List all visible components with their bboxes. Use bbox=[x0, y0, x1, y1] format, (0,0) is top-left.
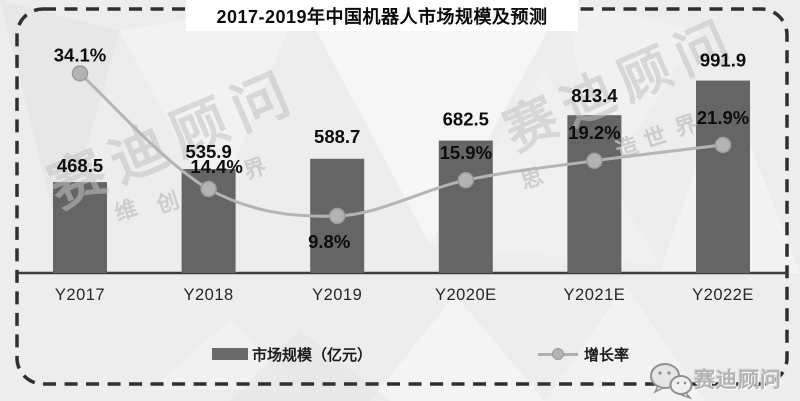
watermark-small-char: 思 bbox=[517, 163, 547, 194]
legend-item-market-size: 市场规模（亿元） bbox=[212, 344, 372, 364]
bar-Y2022E bbox=[696, 80, 750, 273]
footer-logo: 赛迪顾问 bbox=[648, 358, 782, 400]
watermark-small-char: 世 bbox=[640, 122, 670, 153]
growth-marker-Y2022E bbox=[714, 136, 732, 154]
line-legend-dot bbox=[552, 347, 564, 360]
line-legend-marker bbox=[538, 347, 578, 360]
growth-label-Y2017: 34.1% bbox=[54, 44, 106, 65]
bar-Y2018 bbox=[181, 169, 236, 273]
legend-label-market-size: 市场规模（亿元） bbox=[252, 346, 373, 364]
x-axis-label-Y2019: Y2019 bbox=[312, 286, 362, 304]
title-band: 2017-2019年中国机器人市场规模及预测 bbox=[186, 0, 578, 31]
watermark-small-char: 界 bbox=[671, 110, 701, 141]
bar-legend-swatch bbox=[212, 348, 248, 360]
growth-marker-Y2018 bbox=[200, 180, 217, 198]
growth-marker-Y2020E bbox=[457, 171, 475, 189]
legend-item-growth-rate: 增长率 bbox=[538, 344, 629, 364]
growth-label-Y2022E: 21.9% bbox=[697, 107, 749, 128]
x-axis-label-Y2021E: Y2021E bbox=[564, 286, 626, 304]
watermark-small-char: 创 bbox=[153, 187, 183, 218]
x-axis-label-Y2020E: Y2020E bbox=[435, 286, 497, 304]
value-label-Y2019: 588.7 bbox=[314, 126, 360, 147]
x-axis-label-Y2018: Y2018 bbox=[183, 286, 233, 304]
growth-marker-Y2019 bbox=[328, 207, 346, 225]
x-axis-label-Y2017: Y2017 bbox=[55, 286, 105, 304]
growth-marker-Y2021E bbox=[586, 152, 603, 170]
watermark-small-char: 造 bbox=[612, 132, 642, 163]
growth-label-Y2020E: 15.9% bbox=[440, 142, 492, 163]
growth-label-Y2019: 9.8% bbox=[308, 231, 350, 252]
growth-marker-Y2017 bbox=[71, 65, 89, 82]
wechat-bubbles-icon bbox=[650, 363, 693, 400]
watermark-small-char: 界 bbox=[240, 153, 270, 184]
footer-logo-text: 赛迪顾问 bbox=[694, 369, 782, 392]
x-axis-label-Y2022E: Y2022E bbox=[692, 286, 754, 304]
chart-title: 2017-2019年中国机器人市场规模及预测 bbox=[216, 6, 548, 27]
bar-Y2019 bbox=[310, 158, 365, 273]
value-label-Y2020E: 682.5 bbox=[443, 109, 489, 130]
bar-Y2020E bbox=[438, 140, 493, 273]
legend-label-growth-rate: 增长率 bbox=[584, 346, 630, 364]
watermark-small-char: 维 bbox=[111, 195, 141, 226]
